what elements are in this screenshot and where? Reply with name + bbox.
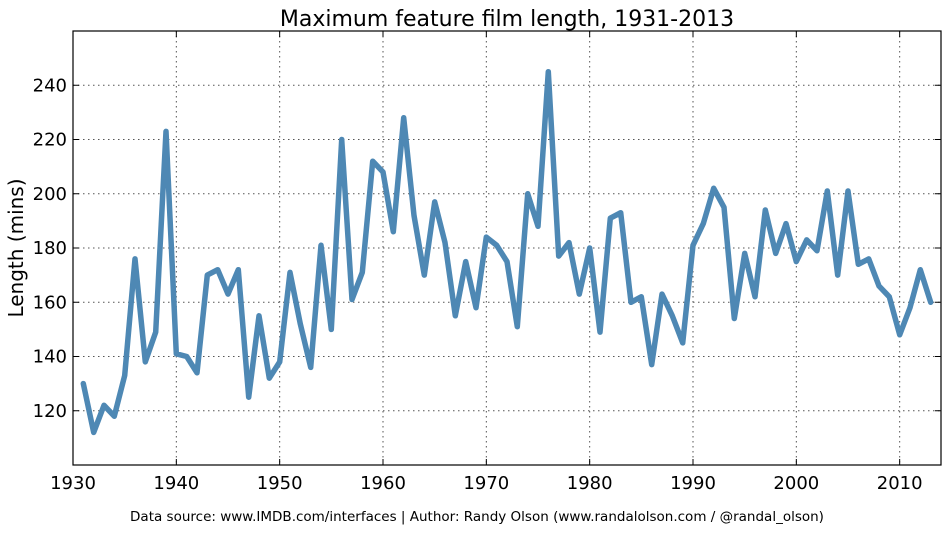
x-tick-label: 1990 (670, 473, 716, 494)
x-tick-label: 1960 (360, 473, 406, 494)
x-tick-label: 2010 (877, 473, 923, 494)
footer-credit: Data source: www.IMDB.com/interfaces | A… (130, 509, 824, 525)
x-tick-label: 1930 (50, 473, 96, 494)
x-tick-label: 1970 (463, 473, 509, 494)
series-line (80, 68, 934, 436)
x-tick-label: 1950 (257, 473, 303, 494)
y-axis-label: Length (mins) (4, 178, 28, 317)
x-tick-label: 1940 (153, 473, 199, 494)
y-tick-label: 160 (33, 292, 67, 313)
x-tick-label: 1980 (567, 473, 613, 494)
y-tick-label: 180 (33, 238, 67, 259)
chart-title: Maximum feature film length, 1931-2013 (280, 7, 734, 32)
x-tick-label: 2000 (773, 473, 819, 494)
y-tick-label: 220 (33, 130, 67, 151)
axis-ticks: 1930 1940 1950 1960 1970 1980 1990 2000 2010 120 1… (33, 31, 941, 494)
y-tick-label: 200 (33, 184, 67, 205)
y-tick-label: 120 (33, 401, 67, 422)
y-tick-label: 140 (33, 347, 67, 368)
y-tick-label: 240 (33, 75, 67, 96)
